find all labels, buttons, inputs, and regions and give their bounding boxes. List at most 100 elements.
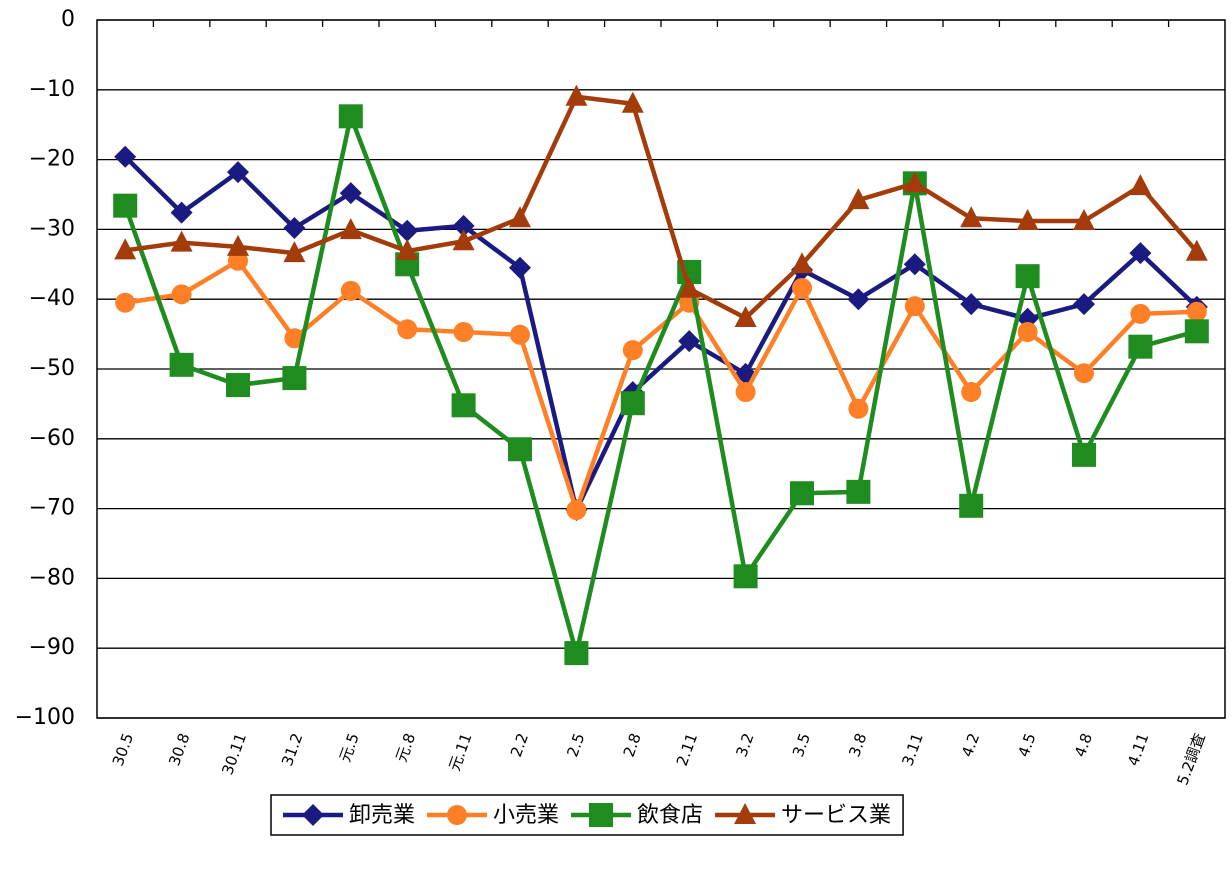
marker	[790, 481, 814, 506]
legend-label: 飲食店	[637, 803, 703, 828]
marker	[1186, 301, 1207, 322]
y-tick-label: −70	[29, 496, 75, 521]
series-line	[123, 114, 1198, 656]
marker	[227, 161, 249, 184]
marker	[302, 804, 324, 826]
marker	[734, 306, 757, 328]
x-tick-label: 2.11	[673, 731, 701, 769]
marker	[396, 219, 419, 242]
marker	[339, 218, 362, 240]
marker	[848, 398, 869, 419]
x-tick-label: 5.2調査	[1173, 731, 1208, 788]
y-tick-label: 0	[61, 7, 75, 32]
marker	[1015, 264, 1040, 289]
marker	[114, 145, 137, 168]
marker	[1017, 322, 1038, 343]
marker	[903, 253, 926, 276]
marker	[1016, 209, 1039, 231]
marker	[452, 229, 475, 251]
legend-label: 卸売業	[349, 803, 415, 828]
x-tick-label: 元.8	[392, 731, 419, 765]
legend: 卸売業 小売業 飲食店 サービス業	[270, 794, 904, 836]
marker	[226, 373, 250, 398]
x-tick-label: 元.11	[445, 731, 475, 774]
x-tick-label: 2.5	[563, 731, 588, 760]
x-tick-label: 4.8	[1071, 731, 1096, 760]
x-tick-label: 2.8	[620, 731, 645, 760]
marker	[509, 256, 531, 279]
marker	[1073, 293, 1095, 316]
marker	[566, 499, 587, 520]
x-tick-label: 30.8	[165, 731, 193, 769]
marker	[284, 328, 305, 349]
marker	[620, 391, 645, 416]
marker	[792, 278, 812, 299]
x-tick-label: 2.2	[507, 731, 532, 760]
marker	[847, 188, 870, 210]
y-tick-label: −20	[29, 147, 75, 172]
marker	[170, 201, 193, 224]
marker	[1074, 363, 1094, 384]
marker	[1128, 334, 1153, 359]
marker	[115, 292, 136, 313]
marker	[678, 330, 701, 353]
marker	[734, 803, 757, 824]
marker	[170, 230, 193, 252]
marker	[847, 288, 870, 311]
y-tick-label: −50	[29, 356, 75, 381]
x-tick-label: 4.2	[958, 731, 983, 760]
marker	[282, 366, 307, 391]
marker	[340, 280, 361, 301]
marker	[960, 206, 983, 228]
marker	[339, 182, 362, 205]
marker	[589, 803, 614, 827]
marker	[227, 234, 249, 256]
marker	[509, 206, 531, 228]
marker	[903, 171, 926, 193]
marker	[961, 382, 982, 403]
marker	[452, 214, 475, 237]
marker	[960, 293, 983, 316]
marker	[1073, 209, 1095, 231]
marker	[396, 239, 419, 261]
marker	[508, 437, 532, 462]
marker	[846, 479, 871, 504]
x-tick-label: 元.5	[336, 731, 363, 765]
y-tick-label: −40	[29, 286, 75, 311]
marker	[1129, 174, 1152, 196]
marker	[451, 393, 476, 418]
marker	[622, 340, 643, 361]
marker	[733, 564, 758, 589]
y-tick-label: −10	[29, 77, 75, 102]
marker	[283, 241, 306, 263]
y-tick-label: −30	[29, 216, 75, 241]
marker	[791, 252, 813, 274]
marker	[510, 324, 530, 345]
marker	[1072, 442, 1096, 467]
y-tick-label: −80	[29, 565, 75, 590]
series-line	[124, 94, 1199, 321]
marker	[1184, 319, 1209, 344]
marker	[565, 84, 588, 106]
marker	[283, 217, 306, 240]
y-tick-label: −60	[29, 426, 75, 451]
marker	[338, 104, 363, 129]
marker	[397, 319, 418, 340]
legend-label: 小売業	[493, 803, 559, 828]
marker	[564, 641, 589, 666]
x-tick-label: 30.5	[109, 731, 137, 769]
marker	[453, 322, 474, 343]
x-tick-label: 3.8	[845, 731, 870, 760]
marker	[621, 91, 644, 113]
marker	[1185, 239, 1208, 261]
marker	[1129, 242, 1152, 265]
y-tick-label: −100	[15, 705, 75, 730]
legend-label: サービス業	[781, 803, 891, 828]
marker	[735, 382, 756, 403]
marker	[114, 238, 137, 260]
marker	[171, 284, 192, 305]
x-tick-label: 31.2	[278, 731, 306, 769]
y-tick-label: −90	[29, 635, 75, 660]
marker	[113, 193, 138, 218]
